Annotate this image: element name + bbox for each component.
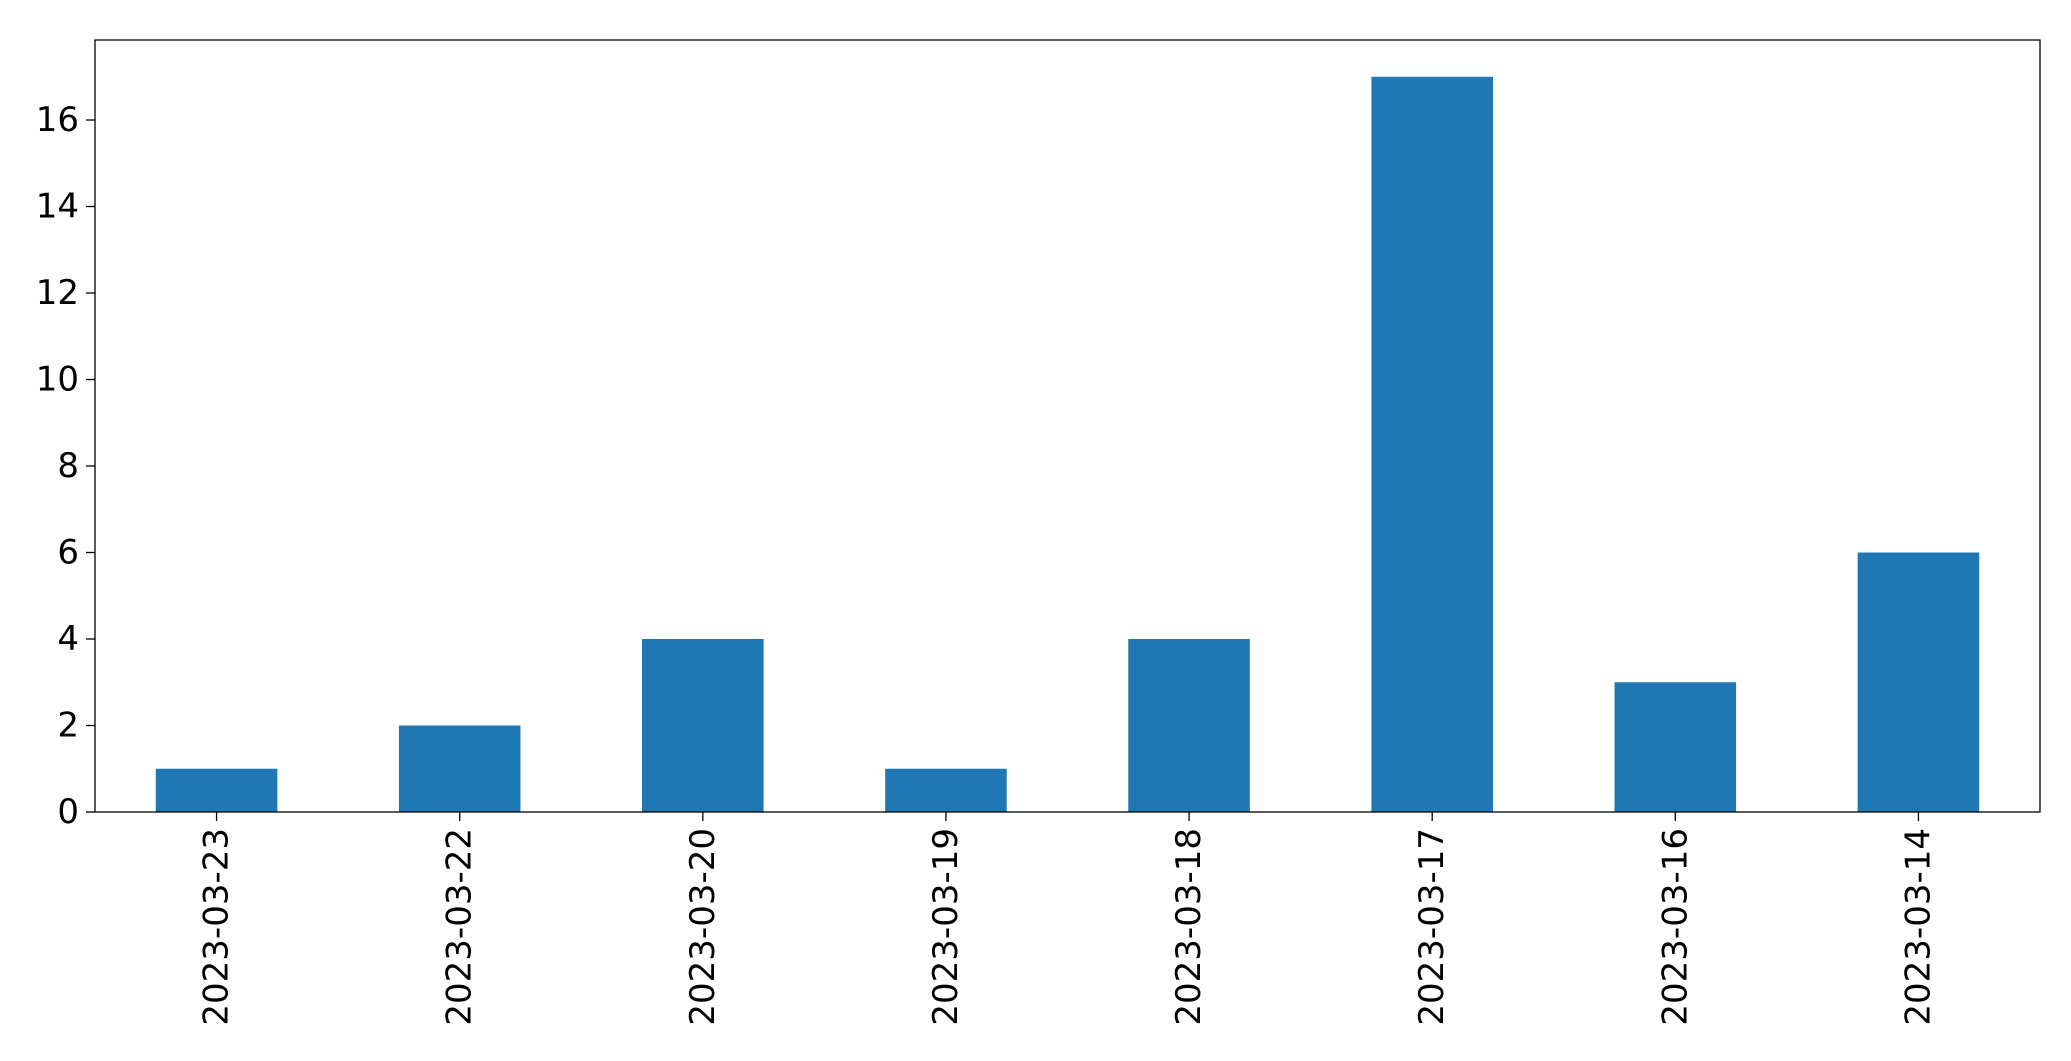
y-axis: 0 2 4 6 8 10 12 14 16 xyxy=(36,100,95,832)
bars-layer xyxy=(155,76,1980,812)
bar-2023-03-18 xyxy=(1128,639,1250,812)
x-tick-label: 2023-03-16 xyxy=(1655,828,1695,1026)
y-tick-label: 6 xyxy=(57,533,79,573)
x-tick-label: 2023-03-18 xyxy=(1169,828,1209,1026)
bar-2023-03-20 xyxy=(642,639,764,812)
x-tick-label: 2023-03-23 xyxy=(197,828,237,1026)
y-tick-label: 2 xyxy=(57,706,79,746)
bar-2023-03-16 xyxy=(1614,682,1737,812)
x-tick-label: 2023-03-20 xyxy=(683,828,723,1026)
x-tick-label: 2023-03-22 xyxy=(440,828,480,1026)
bar-2023-03-19 xyxy=(885,768,1007,812)
y-tick-label: 10 xyxy=(36,360,79,400)
bar-2023-03-23 xyxy=(155,768,278,812)
y-tick-label: 16 xyxy=(36,100,79,140)
y-tick-label: 0 xyxy=(57,792,79,832)
bar-2023-03-17 xyxy=(1371,76,1493,812)
x-axis: 2023-03-23 2023-03-22 2023-03-20 2023-03-19… xyxy=(197,812,1938,1026)
x-tick-label: 2023-03-17 xyxy=(1412,828,1452,1026)
x-tick-label: 2023-03-19 xyxy=(926,828,966,1026)
y-tick-label: 12 xyxy=(36,273,79,313)
bar-2023-03-14 xyxy=(1857,552,1980,812)
y-tick-label: 8 xyxy=(57,446,79,486)
bar-2023-03-22 xyxy=(398,725,521,812)
x-tick-label: 2023-03-14 xyxy=(1898,828,1938,1026)
y-tick-label: 14 xyxy=(36,187,79,227)
axes-frame xyxy=(94,39,2041,813)
y-tick-label: 4 xyxy=(57,619,79,659)
